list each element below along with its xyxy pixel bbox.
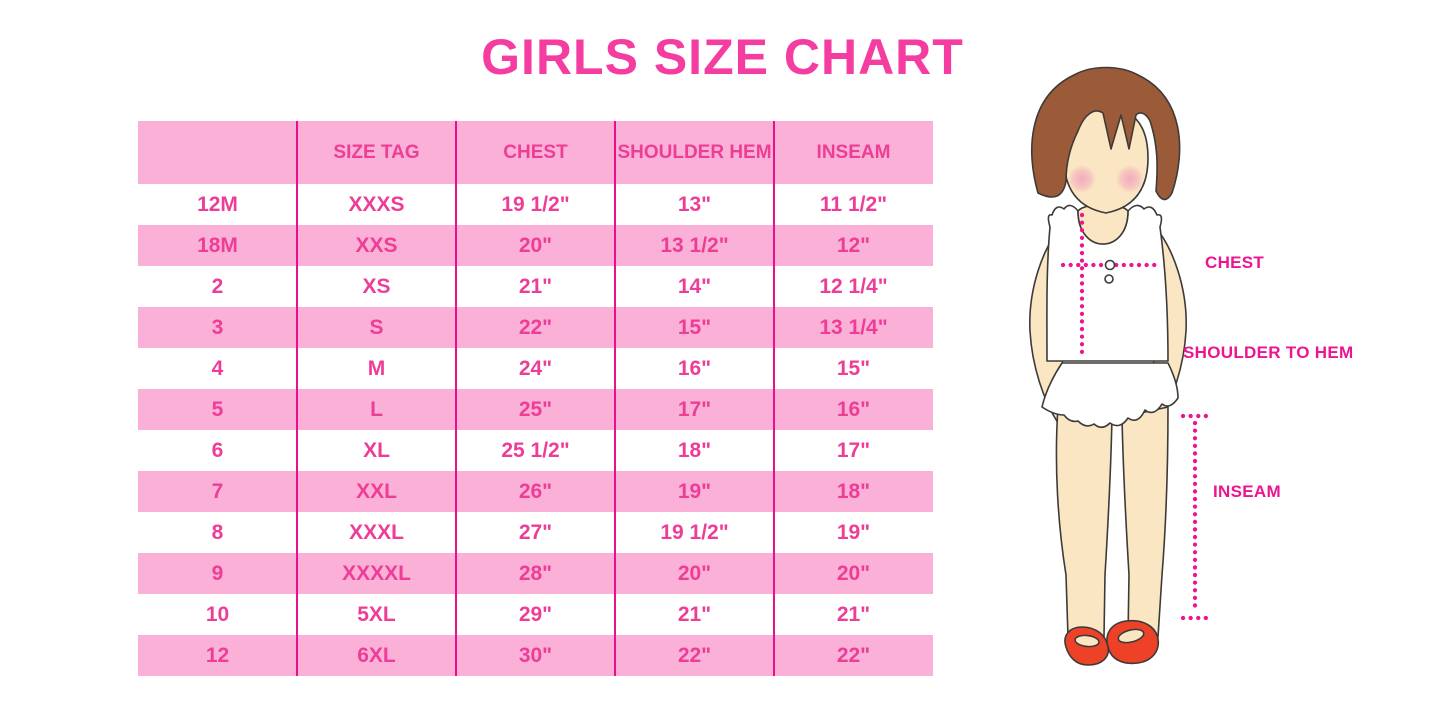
table-cell: 25 1/2"	[456, 430, 615, 471]
table-cell: 26"	[456, 471, 615, 512]
header-shoulder-hem: SHOULDER HEM	[615, 121, 774, 184]
right-shoe-opening	[1117, 628, 1145, 644]
table-cell: 15"	[774, 348, 933, 389]
table-cell: 27"	[456, 512, 615, 553]
inseam-label: INSEAM	[1213, 482, 1281, 501]
girls-size-table: SIZE TAG CHEST SHOULDER HEM INSEAM 12M XXXS 19…	[138, 121, 933, 676]
table-cell: 10	[138, 594, 297, 635]
column-divider	[614, 121, 616, 676]
table-cell: 18"	[615, 430, 774, 471]
table-cell: 24"	[456, 348, 615, 389]
table-cell: 20"	[774, 553, 933, 594]
column-divider	[773, 121, 775, 676]
left-cheek	[1068, 165, 1096, 193]
table-cell: 6XL	[297, 635, 456, 676]
shoulder-to-hem-label: SHOULDER TO HEM	[1183, 343, 1354, 362]
table-cell: 18M	[138, 225, 297, 266]
table-cell: 19 1/2"	[615, 512, 774, 553]
table-cell: 14"	[615, 266, 774, 307]
page-title: GIRLS SIZE CHART	[481, 29, 964, 85]
table-cell: 17"	[615, 389, 774, 430]
table-cell: 25"	[456, 389, 615, 430]
table-cell: 12M	[138, 184, 297, 225]
table-cell: XS	[297, 266, 456, 307]
table-cell: 13 1/2"	[615, 225, 774, 266]
table-cell: 30"	[456, 635, 615, 676]
girl-illustration	[1029, 66, 1209, 666]
header-size	[138, 121, 297, 184]
table-cell: 4	[138, 348, 297, 389]
table-cell: 15"	[615, 307, 774, 348]
table-cell: 21"	[774, 594, 933, 635]
table-cell: 13 1/4"	[774, 307, 933, 348]
bottom-button	[1104, 274, 1114, 284]
chest-label: CHEST	[1205, 253, 1265, 272]
table-cell: 6	[138, 430, 297, 471]
table-cell: 16"	[774, 389, 933, 430]
left-shoe-opening	[1074, 634, 1100, 648]
top-button	[1104, 259, 1116, 271]
skirt	[1041, 362, 1179, 429]
table-cell: 3	[138, 307, 297, 348]
table-cell: 22"	[615, 635, 774, 676]
table-cell: 12"	[774, 225, 933, 266]
table-cell: 17"	[774, 430, 933, 471]
table-cell: 11 1/2"	[774, 184, 933, 225]
table-cell: XXXS	[297, 184, 456, 225]
table-cell: XXXXL	[297, 553, 456, 594]
column-divider	[455, 121, 457, 676]
right-cheek	[1116, 165, 1144, 193]
table-cell: 22"	[774, 635, 933, 676]
table-cell: 19"	[774, 512, 933, 553]
table-cell: 22"	[456, 307, 615, 348]
hair	[1030, 66, 1181, 201]
table-cell: 18"	[774, 471, 933, 512]
header-chest: CHEST	[456, 121, 615, 184]
right-leg	[1121, 406, 1169, 638]
table-cell: 7	[138, 471, 297, 512]
column-divider	[296, 121, 298, 676]
table-cell: M	[297, 348, 456, 389]
table-cell: 16"	[615, 348, 774, 389]
table-cell: XXXL	[297, 512, 456, 553]
table-cell: 19"	[615, 471, 774, 512]
table-cell: 21"	[615, 594, 774, 635]
left-leg	[1055, 406, 1113, 638]
table-cell: 20"	[615, 553, 774, 594]
table-cell: S	[297, 307, 456, 348]
table-cell: XL	[297, 430, 456, 471]
table-cell: 20"	[456, 225, 615, 266]
table-cell: 29"	[456, 594, 615, 635]
table-cell: 8	[138, 512, 297, 553]
table-cell: 28"	[456, 553, 615, 594]
table-cell: 13"	[615, 184, 774, 225]
table-cell: 19 1/2"	[456, 184, 615, 225]
table-cell: XXL	[297, 471, 456, 512]
table-cell: 12 1/4"	[774, 266, 933, 307]
table-cell: 5	[138, 389, 297, 430]
table-cell: XXS	[297, 225, 456, 266]
table-cell: 5XL	[297, 594, 456, 635]
table-cell: 12	[138, 635, 297, 676]
girl-measurement-figure: CHEST SHOULDER TO HEM INSEAM	[1000, 55, 1400, 690]
header-inseam: INSEAM	[774, 121, 933, 184]
table-cell: 21"	[456, 266, 615, 307]
table-cell: 9	[138, 553, 297, 594]
table-cell: L	[297, 389, 456, 430]
table-cell: 2	[138, 266, 297, 307]
header-size-tag: SIZE TAG	[297, 121, 456, 184]
